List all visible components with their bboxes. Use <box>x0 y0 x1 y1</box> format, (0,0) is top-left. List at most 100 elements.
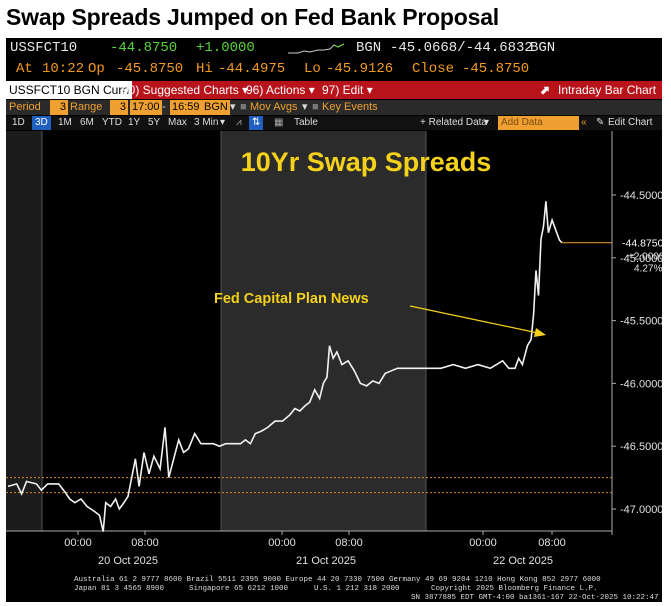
bid-ask: -45.0668/-44.6832 <box>390 40 533 56</box>
tab-3d[interactable]: 3D <box>32 116 51 130</box>
mov-avgs-dropdown-icon[interactable]: ▾ <box>302 101 308 113</box>
terminal-footer: Australia 61 2 9777 8600 Brazil 5511 239… <box>6 576 662 602</box>
low-label: Lo <box>304 61 321 77</box>
quote-time: 10:22 <box>42 61 85 77</box>
start-time-field[interactable]: 17:00 <box>130 100 162 115</box>
footer-phone-us: U.S. 1 212 318 2000 <box>314 585 400 593</box>
mov-avgs-label: Mov Avgs <box>250 101 298 113</box>
tab-1y[interactable]: 1Y <box>128 117 141 128</box>
range-label: Range <box>70 101 103 113</box>
x-day-label: 21 Oct 2025 <box>296 555 356 567</box>
tab-5y[interactable]: 5Y <box>148 117 161 128</box>
overnight-band <box>6 131 42 531</box>
footer-phone-japan: Japan 81 3 4565 8900 <box>74 585 165 593</box>
low-value: -45.9126 <box>326 61 394 77</box>
close-value: -45.8750 <box>462 61 530 77</box>
bgn-label: BGN <box>356 40 382 56</box>
high-value: -44.4975 <box>218 61 286 77</box>
add-data-arrows-icon[interactable]: « <box>581 117 587 128</box>
x-tick-label: 00:00 <box>64 537 92 549</box>
actions-label: 96) Actions <box>246 83 306 97</box>
close-label: Close <box>412 61 455 77</box>
related-data-dropdown-icon[interactable]: ▾ <box>484 117 490 128</box>
net-change: +1.0000 <box>196 40 255 56</box>
footer-phone-line-1: Australia 61 2 9777 8600 Brazil 5511 239… <box>74 576 601 584</box>
line-style-icon[interactable]: ⩘ <box>236 117 242 128</box>
series-line <box>7 201 563 532</box>
end-time-field[interactable]: 16:59 <box>170 100 202 115</box>
headline: Swap Spreads Jumped on Fed Bank Proposal <box>6 4 500 30</box>
annotation-arrowhead <box>534 328 546 337</box>
source-field[interactable]: BGN <box>202 100 230 115</box>
tab-ytd[interactable]: YTD <box>102 117 122 128</box>
footer-phone-singapore: Singapore 65 6212 1000 <box>189 585 289 593</box>
function-toolbar: USSFCT10 BGN Curn 90) Suggested Charts ▾… <box>6 81 662 99</box>
x-tick-label: 00:00 <box>268 537 296 549</box>
range-field[interactable]: 3 <box>110 100 128 115</box>
tab-1m[interactable]: 1M <box>58 117 72 128</box>
edit-chart-button[interactable]: Edit Chart <box>608 117 653 128</box>
y-tick-label: -46.5000 <box>620 441 662 453</box>
bloomberg-terminal: USSFCT10 -44.8750 +1.0000 BGN -45.0668/-… <box>6 38 662 602</box>
tab-6m[interactable]: 6M <box>80 117 94 128</box>
add-data-input[interactable]: Add Data <box>498 116 579 130</box>
open-label: Op <box>88 61 105 77</box>
y-tick-label: -45.5000 <box>620 316 662 328</box>
chart-title: 10Yr Swap Spreads <box>241 147 492 177</box>
actions-menu[interactable]: 96) Actions ▾ <box>246 83 315 97</box>
external-link-icon[interactable]: ⬈ <box>540 83 551 97</box>
period-field[interactable]: 3 <box>50 100 68 115</box>
suggested-charts-label: 90) Suggested Charts <box>122 83 239 97</box>
tab-interval[interactable]: 3 Min <box>194 117 219 128</box>
edit-menu[interactable]: 97) Edit ▾ <box>322 83 373 97</box>
period-label: Period <box>9 101 41 113</box>
last-value-box <box>614 235 662 250</box>
options-bar: Period 3 Range 3 17:00 - 16:59 BGN ▾ ■ M… <box>6 100 662 115</box>
source-dropdown-icon[interactable]: ▾ <box>230 101 236 113</box>
table-view-icon[interactable]: ▦ <box>274 117 284 128</box>
y-tick-label: -46.0000 <box>620 378 662 390</box>
footer-copyright: Copyright 2025 Bloomberg Finance L.P. <box>431 585 598 593</box>
related-data-menu[interactable]: + Related Data <box>420 117 487 128</box>
x-tick-label: 08:00 <box>538 537 566 549</box>
x-tick-label: 00:00 <box>469 537 497 549</box>
x-tick-label: 08:00 <box>131 537 159 549</box>
last-price: -44.8750 <box>110 40 178 56</box>
suggested-charts-menu[interactable]: 90) Suggested Charts ▾ <box>122 83 249 97</box>
at-label: At <box>16 61 33 77</box>
pencil-icon[interactable]: ✎ <box>596 117 605 128</box>
open-value: -45.8750 <box>116 61 184 77</box>
footer-session-info: SN 3877885 EDT GMT-4:00 ba1361-167 22-Oc… <box>411 594 659 602</box>
annotation-arrow <box>409 305 539 334</box>
intraday-bar-chart[interactable]: -44.5000 -45.0000 -45.5000 -46.0000 -46.5000… <box>6 131 662 576</box>
mov-avgs-checkbox[interactable]: ■ <box>240 101 247 113</box>
overnight-band <box>221 131 426 531</box>
key-events-label: Key Events <box>322 101 378 113</box>
security-field[interactable]: USSFCT10 BGN Curn <box>6 81 133 99</box>
tab-max[interactable]: Max <box>168 117 187 128</box>
range-tab-bar: 1D 3D 1M 6M YTD 1Y 5Y Max 3 Min ▾ ⩘ ⇅ ▦ … <box>6 116 662 130</box>
ticker: USSFCT10 <box>10 40 78 56</box>
high-label: Hi <box>196 61 213 77</box>
quote-row-2: At 10:22 Op -45.8750 Hi -44.4975 Lo -45.… <box>6 59 662 79</box>
quote-row-1: USSFCT10 -44.8750 +1.0000 BGN -45.0668/-… <box>6 38 662 58</box>
x-day-label: 20 Oct 2025 <box>98 555 158 567</box>
key-events-checkbox[interactable]: ■ <box>312 101 319 113</box>
y-tick-label: -47.0000 <box>620 504 662 516</box>
sparkline-icon <box>288 43 344 54</box>
tab-1d[interactable]: 1D <box>12 117 25 128</box>
edit-label: 97) Edit <box>322 83 364 97</box>
pct-change-label: 4.27% <box>634 264 662 275</box>
interval-dropdown-icon[interactable]: ▾ <box>220 117 226 128</box>
change-label: +2.0000 <box>628 252 662 263</box>
y-tick-label: -44.5000 <box>620 190 662 202</box>
x-tick-label: 08:00 <box>335 537 363 549</box>
bgn-label-2: BGN <box>530 40 556 56</box>
y-tick-label: -45.0000 <box>620 253 662 265</box>
tab-table[interactable]: Table <box>294 117 318 128</box>
x-day-label: 22 Oct 2025 <box>493 555 553 567</box>
last-value-label: -44.8750 <box>622 238 662 250</box>
annotation-text: Fed Capital Plan News <box>214 291 369 307</box>
bar-style-icon[interactable]: ⇅ <box>249 116 264 130</box>
view-title: Intraday Bar Chart <box>558 83 657 97</box>
